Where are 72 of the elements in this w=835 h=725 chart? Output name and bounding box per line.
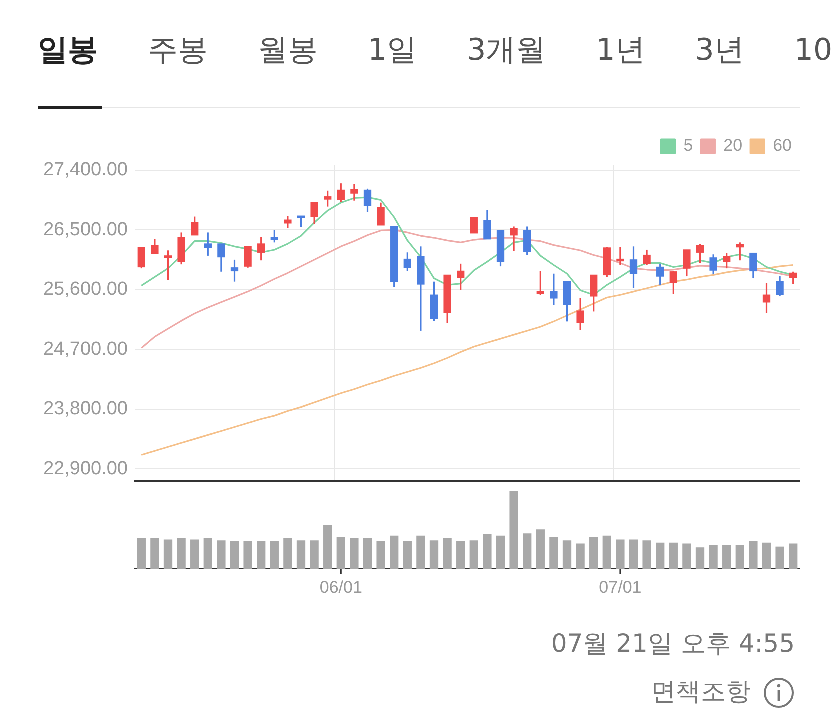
- bar: [682, 544, 692, 569]
- bar: [510, 491, 518, 569]
- bar: [736, 545, 744, 569]
- text: 주봉: [148, 32, 208, 70]
- bar: [244, 541, 252, 569]
- bar: [443, 538, 452, 569]
- bar: [789, 544, 798, 569]
- text: 면책조항: [651, 677, 751, 706]
- bar: [416, 536, 426, 569]
- bar: [150, 538, 160, 569]
- bar: [536, 530, 545, 569]
- bar: [336, 537, 346, 569]
- text: 3년: [695, 32, 744, 70]
- bar: [230, 541, 240, 569]
- text: 1일: [368, 32, 418, 70]
- bar: [456, 541, 466, 569]
- candlestick: [470, 217, 478, 234]
- text: 1년: [596, 32, 646, 70]
- x-tick-label: 06/01: [320, 578, 362, 597]
- bar: [430, 540, 439, 569]
- y-tick-label: 27,400.00: [43, 160, 128, 181]
- bar: [217, 540, 226, 569]
- bar: [762, 542, 772, 569]
- bar: [390, 536, 399, 569]
- legend-label: 60: [773, 136, 792, 156]
- bar: [550, 537, 558, 569]
- bar: [324, 524, 332, 569]
- bar: [470, 540, 478, 569]
- bar: [177, 538, 186, 569]
- bar: [576, 544, 585, 569]
- bar: [629, 540, 638, 569]
- bar: [270, 541, 279, 569]
- bar: [776, 546, 784, 569]
- legend-label: 5: [684, 136, 694, 156]
- legend-label: 20: [724, 136, 743, 156]
- y-tick-label: 22,900.00: [43, 458, 128, 480]
- bar: [403, 541, 412, 569]
- y-tick-label: 23,800.00: [43, 398, 128, 420]
- x-tick-label: 07/01: [599, 578, 642, 597]
- bar: [602, 536, 612, 569]
- bar: [350, 538, 359, 569]
- bar: [164, 540, 173, 569]
- bar: [656, 542, 665, 569]
- bar: [616, 540, 625, 569]
- y-tick-label: 25,600.00: [43, 279, 128, 300]
- bar: [257, 541, 266, 569]
- text: 10: [794, 33, 833, 68]
- bar: [284, 538, 292, 569]
- text: 월봉: [258, 32, 318, 70]
- bar: [669, 542, 678, 569]
- bar: [137, 538, 146, 569]
- text: 07월 21일 오후 4:55: [551, 629, 795, 658]
- y-tick-label: 24,700.00: [43, 338, 128, 360]
- bar: [642, 540, 652, 569]
- y-tick-label: 26,500.00: [43, 219, 128, 240]
- bar: [310, 540, 319, 569]
- bar: [363, 538, 372, 569]
- bar: [696, 548, 705, 569]
- bar: [204, 538, 212, 569]
- bar: [590, 537, 598, 569]
- bar: [722, 545, 732, 569]
- bar: [709, 545, 718, 569]
- bar: [483, 534, 492, 569]
- bar: [496, 536, 506, 569]
- bar: [190, 540, 200, 569]
- bar: [296, 540, 306, 569]
- bar: [523, 534, 532, 569]
- bar: [376, 541, 386, 569]
- bar: [749, 541, 758, 569]
- bar: [562, 540, 572, 569]
- text: 일봉: [38, 32, 98, 70]
- text: 3개월: [467, 32, 546, 70]
